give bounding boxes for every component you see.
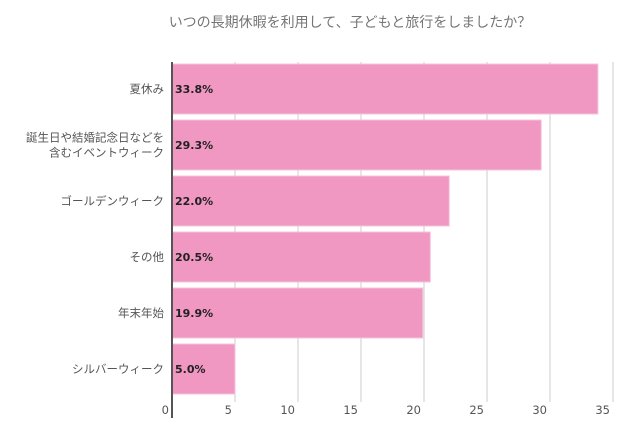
category-label: その他 — [130, 250, 165, 264]
data-label: 20.5% — [175, 251, 213, 264]
bar — [171, 343, 236, 395]
category-label: 年末年始 — [118, 306, 164, 320]
category-label: 含むイベントウィーク — [49, 146, 164, 160]
data-label: 22.0% — [175, 195, 213, 208]
x-tick-label: 15 — [343, 403, 358, 417]
bar — [171, 287, 424, 339]
category-label: ゴールデンウィーク — [61, 194, 165, 208]
data-label: 33.8% — [175, 83, 213, 96]
x-tick-label: 30 — [532, 403, 547, 417]
chart-title: いつの長期休暇を利用して、子どもと旅行をしましたか？ — [168, 15, 532, 31]
x-tick-label: 25 — [469, 403, 484, 417]
data-label: 5.0% — [175, 363, 206, 376]
x-tick-label: 10 — [280, 403, 295, 417]
bar — [171, 175, 450, 227]
x-tick-label: 0 — [162, 403, 169, 417]
category-label: 誕生日や結婚記念日などを — [26, 131, 164, 145]
bar — [171, 119, 542, 171]
x-tick-label: 35 — [595, 403, 610, 417]
category-label: 夏休み — [130, 82, 165, 96]
x-tick-label: 20 — [406, 403, 421, 417]
category-label: シルバーウィーク — [72, 362, 164, 376]
bar — [171, 63, 599, 115]
data-label: 19.9% — [175, 307, 213, 320]
bar — [171, 231, 431, 283]
data-label: 29.3% — [175, 139, 213, 152]
x-tick-label: 5 — [225, 403, 232, 417]
